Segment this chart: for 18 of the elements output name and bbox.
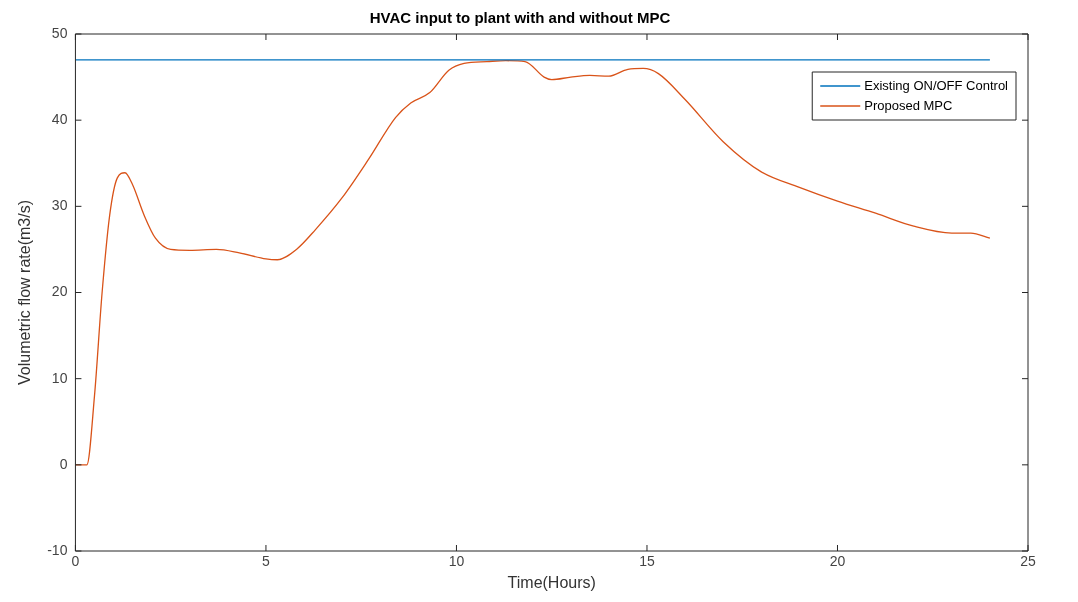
- y-tick-label: 30: [51, 197, 68, 214]
- y-axis-title: Volumetric flow rate(m3/s): [16, 200, 34, 385]
- x-tick-label: 25: [1020, 553, 1036, 570]
- y-tick-label: 50: [51, 24, 68, 41]
- y-tick-label: 40: [51, 111, 68, 128]
- y-tick-label: 10: [51, 369, 68, 386]
- chart-title: HVAC input to plant with and without MPC: [369, 9, 671, 27]
- x-tick-label: 10: [448, 553, 465, 570]
- x-tick-label: 5: [262, 553, 271, 570]
- y-tick-label: 0: [59, 455, 68, 472]
- x-tick-label: 0: [71, 553, 80, 570]
- legend-label: Existing ON/OFF Control: [864, 77, 1009, 93]
- x-axis-title: Time(Hours): [507, 573, 596, 591]
- x-tick-label: 15: [639, 553, 655, 570]
- legend-label: Proposed MPC: [864, 97, 953, 113]
- y-tick-label: 20: [51, 283, 68, 300]
- y-tick-label: -10: [47, 541, 68, 558]
- x-tick-label: 20: [829, 553, 846, 570]
